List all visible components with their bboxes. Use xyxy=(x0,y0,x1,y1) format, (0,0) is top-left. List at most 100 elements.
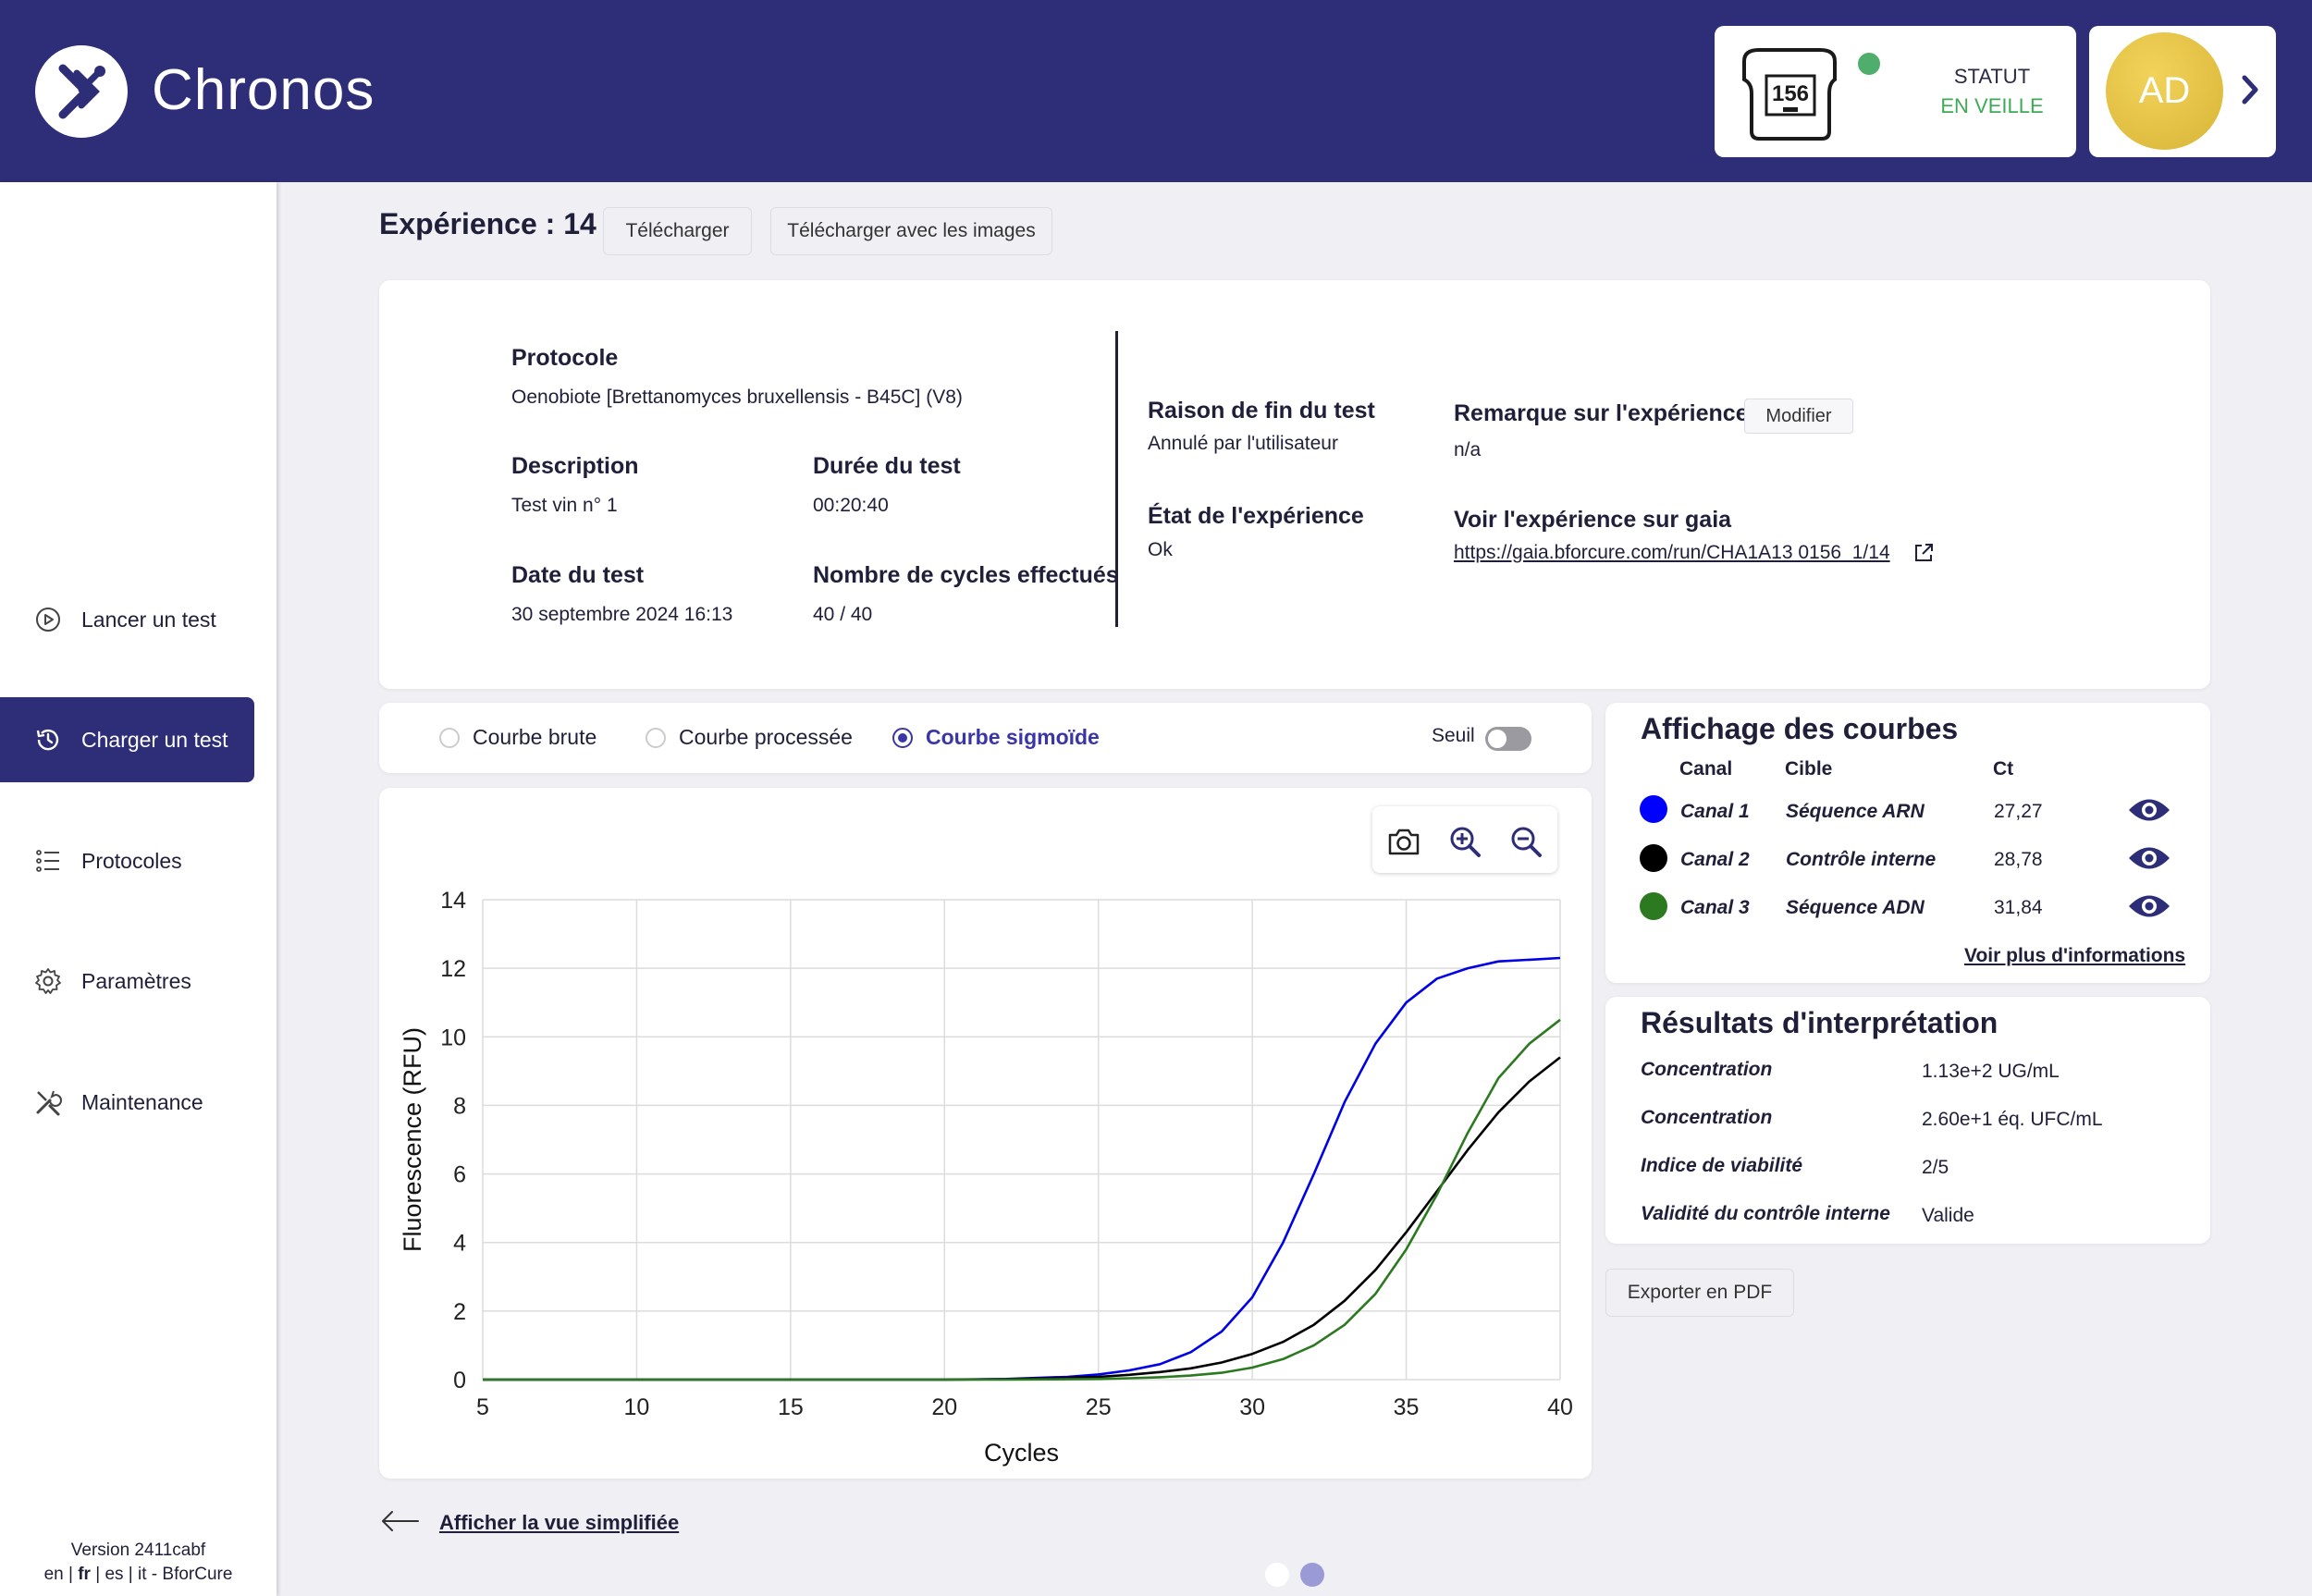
results-title: Résultats d'interprétation xyxy=(1641,1006,1998,1039)
channel-color-swatch xyxy=(1640,892,1667,920)
threshold-toggle[interactable] xyxy=(1485,727,1531,751)
download-with-images-button[interactable]: Télécharger avec les images xyxy=(770,207,1052,255)
result-label: Concentration xyxy=(1641,1059,1773,1080)
channel-target: Séquence ARN xyxy=(1786,801,1925,822)
fluorescence-chart[interactable]: 5 10 15 20 25 30 35 40 0 2 4 6 8 10 12 14 Cycles Fluoresc… xyxy=(379,869,1592,1479)
channel-name: Canal 1 xyxy=(1680,801,1750,822)
protocol-value: Oenobiote [Brettanomyces bruxellensis - … xyxy=(511,387,963,408)
more-info-link[interactable]: Voir plus d'informations xyxy=(1964,945,2186,966)
language-switcher: en | fr | es | it - BforCure xyxy=(43,1565,233,1584)
carousel-dot-active[interactable] xyxy=(1300,1563,1324,1587)
result-value: 1.13e+2 UG/mL xyxy=(1922,1061,2060,1082)
avatar[interactable]: AD xyxy=(2106,32,2223,150)
channel-target: Séquence ADN xyxy=(1786,897,1925,918)
cycles-value: 40 / 40 xyxy=(813,604,873,625)
status-indicator xyxy=(1855,50,1883,78)
status-value: EN VEILLE xyxy=(1940,94,2044,117)
series-line xyxy=(483,956,1561,1381)
gear-icon xyxy=(35,968,61,994)
channel-name: Canal 2 xyxy=(1680,849,1750,870)
y-tick-label: 4 xyxy=(453,1231,466,1257)
protocol-label: Protocole xyxy=(511,345,619,371)
history-icon xyxy=(36,729,59,751)
curve-raw-radio[interactable]: Courbe brute xyxy=(439,725,596,750)
lang-en[interactable]: en xyxy=(43,1565,64,1584)
sidebar-item-protocols[interactable]: Protocoles xyxy=(0,818,254,903)
x-tick-label: 15 xyxy=(778,1394,804,1420)
channel-ct: 28,78 xyxy=(1994,849,2043,870)
brand-footer: BforCure xyxy=(162,1565,233,1584)
chronos-logo[interactable] xyxy=(35,45,128,138)
duration-value: 00:20:40 xyxy=(813,495,889,516)
radio-circle xyxy=(439,727,460,748)
lang-es[interactable]: es xyxy=(105,1565,124,1584)
lang-fr[interactable]: fr xyxy=(78,1565,91,1584)
export-pdf-button[interactable]: Exporter en PDF xyxy=(1605,1269,1794,1317)
experiment-info-panel xyxy=(379,280,2210,689)
channel-color-swatch xyxy=(1640,795,1667,823)
result-label: Indice de viabilité xyxy=(1641,1155,1803,1176)
result-value: Valide xyxy=(1922,1205,1974,1226)
end-reason-value: Annulé par l'utilisateur xyxy=(1148,433,1338,454)
state-label: État de l'expérience xyxy=(1148,503,1364,529)
sidebar-item-label: Maintenance xyxy=(81,1089,203,1114)
x-tick-label: 35 xyxy=(1394,1394,1420,1420)
sidebar: Lancer un test Charger un test Protocole… xyxy=(0,182,277,1596)
zoom-in-icon[interactable] xyxy=(1446,823,1483,860)
download-button[interactable]: Télécharger xyxy=(603,207,752,255)
edit-remark-button[interactable]: Modifier xyxy=(1744,399,1853,434)
sidebar-item-load-test[interactable]: Charger un test xyxy=(0,697,254,782)
device-id: 156 xyxy=(1772,81,1809,106)
col-channel-header: Canal xyxy=(1679,758,1733,780)
channel-ct: 27,27 xyxy=(1994,801,2043,822)
eye-icon[interactable] xyxy=(2127,890,2171,922)
channel-ct: 31,84 xyxy=(1994,897,2043,918)
x-tick-label: 20 xyxy=(931,1394,957,1420)
col-target-header: Cible xyxy=(1785,758,1833,780)
date-label: Date du test xyxy=(511,562,645,588)
y-tick-label: 6 xyxy=(453,1162,466,1188)
remark-label: Remarque sur l'expérience xyxy=(1454,400,1749,426)
external-link-icon[interactable] xyxy=(1912,542,1935,564)
results-panel xyxy=(1605,997,2210,1244)
gaia-link[interactable]: https://gaia.bforcure.com/run/CHA1A13 01… xyxy=(1454,542,1890,563)
gaia-label: Voir l'expérience sur gaia xyxy=(1454,507,1732,533)
device-icon: 156 xyxy=(1742,48,1837,141)
series-line xyxy=(483,1018,1561,1381)
sidebar-item-label: Charger un test xyxy=(81,727,228,752)
eye-icon[interactable] xyxy=(2127,842,2171,874)
chevron-right-icon[interactable] xyxy=(2237,67,2265,113)
date-value: 30 septembre 2024 16:13 xyxy=(511,604,733,625)
sidebar-item-launch-test[interactable]: Lancer un test xyxy=(0,577,254,662)
y-tick-label: 10 xyxy=(440,1025,466,1050)
y-tick-label: 12 xyxy=(440,956,466,982)
device-status-card[interactable]: 156 STATUT EN VEILLE xyxy=(1715,26,2076,157)
lang-it[interactable]: it xyxy=(138,1565,147,1584)
channel-name: Canal 3 xyxy=(1680,897,1750,918)
radio-circle xyxy=(892,727,913,748)
camera-icon[interactable] xyxy=(1385,823,1422,860)
y-tick-label: 14 xyxy=(440,888,466,914)
carousel-dot[interactable] xyxy=(1265,1563,1289,1587)
arrow-left-icon[interactable] xyxy=(379,1507,420,1535)
radio-label: Courbe brute xyxy=(473,725,597,749)
sidebar-item-label: Protocoles xyxy=(81,848,182,873)
sidebar-item-maintenance[interactable]: Maintenance xyxy=(0,1060,254,1145)
x-tick-label: 30 xyxy=(1239,1394,1265,1420)
sidebar-item-settings[interactable]: Paramètres xyxy=(0,939,254,1024)
curve-sigmoid-radio[interactable]: Courbe sigmoïde xyxy=(892,725,1100,750)
curve-mode-bar xyxy=(379,703,1592,773)
x-tick-label: 5 xyxy=(476,1394,489,1420)
eye-icon[interactable] xyxy=(2127,794,2171,826)
divider xyxy=(1115,331,1118,627)
sidebar-item-label: Paramètres xyxy=(81,968,191,993)
col-ct-header: Ct xyxy=(1993,758,2014,780)
app-name: Chronos xyxy=(152,58,375,122)
curve-processed-radio[interactable]: Courbe processée xyxy=(646,725,853,750)
zoom-out-icon[interactable] xyxy=(1507,823,1544,860)
y-tick-label: 2 xyxy=(453,1299,466,1325)
user-menu[interactable]: AD xyxy=(2089,26,2276,157)
threshold-label: Seuil xyxy=(1432,725,1475,746)
y-axis-title: Fluorescence (RFU) xyxy=(399,1027,426,1252)
simplified-view-link[interactable]: Afficher la vue simplifiée xyxy=(439,1511,680,1534)
